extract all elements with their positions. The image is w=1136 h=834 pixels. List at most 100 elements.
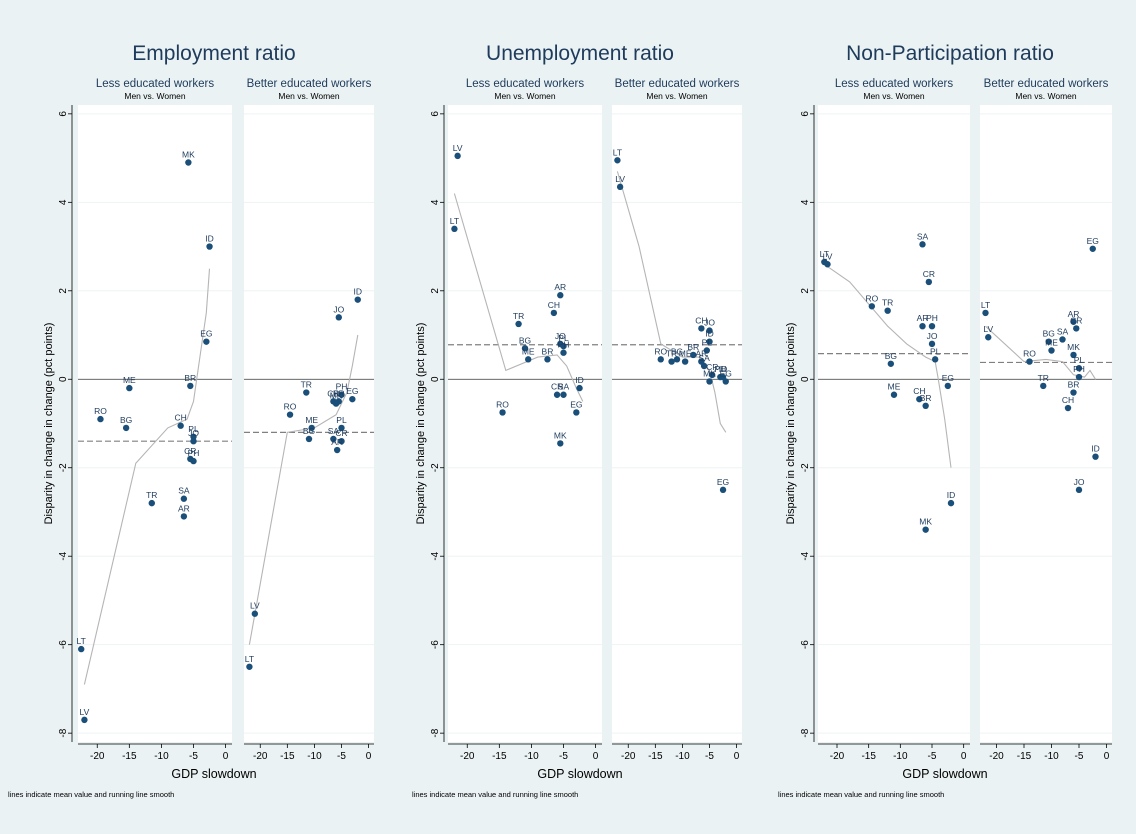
data-point [1048, 347, 1055, 354]
panel-background [244, 105, 374, 742]
data-point-label: AR [554, 282, 566, 292]
data-point [206, 243, 213, 250]
data-point [499, 409, 506, 416]
data-point [690, 351, 697, 359]
data-point [1075, 365, 1083, 372]
x-tick-label: -20 [989, 751, 1004, 762]
data-point-label: SA [1057, 326, 1069, 336]
data-point-label: LT [613, 147, 622, 157]
data-point-label: CR [551, 382, 563, 392]
x-tick-label: -15 [492, 751, 507, 762]
data-point [576, 384, 583, 392]
data-point-label: ME [679, 349, 692, 359]
data-point [544, 356, 551, 363]
data-point-label: ID [705, 329, 714, 339]
data-point [286, 411, 294, 418]
panel-background [78, 105, 232, 742]
x-tick-label: -5 [928, 751, 937, 762]
x-tick-label: -10 [893, 751, 908, 762]
running-line-smooth [83, 268, 211, 685]
data-point-label: EG [942, 373, 954, 383]
data-point-label: SA [178, 486, 190, 496]
panel-background [612, 105, 742, 742]
data-point [928, 340, 936, 348]
data-point-label: LV [250, 601, 260, 611]
data-point [246, 663, 253, 670]
data-point-label: LV [453, 143, 463, 153]
x-tick-label: 0 [593, 751, 599, 762]
x-axis-label: GDP slowdown [171, 767, 256, 781]
data-point-label: EG [570, 399, 582, 409]
panel-subtitle-2: Men vs. Women [124, 91, 186, 101]
chart-note: lines indicate mean value and running li… [412, 790, 578, 799]
data-point [1070, 389, 1077, 396]
data-point [722, 378, 729, 385]
running-line-smooth [616, 171, 727, 433]
panel-subtitle: Less educated workers [466, 78, 585, 90]
data-point [698, 325, 705, 332]
data-point [614, 157, 621, 164]
data-point [251, 610, 259, 617]
data-point [148, 499, 155, 507]
data-point-label: TR [146, 490, 157, 500]
data-point-label: BG [303, 426, 315, 436]
data-point [525, 356, 532, 363]
x-tick-label: 0 [961, 751, 967, 762]
y-tick-label: -8 [800, 728, 811, 737]
y-tick-label: 2 [58, 288, 69, 294]
data-point [1026, 358, 1033, 365]
data-point-label: JO [188, 428, 199, 438]
data-point [308, 424, 315, 432]
data-point-label: BG [1043, 329, 1055, 339]
panel-subtitle-2: Men vs. Women [278, 91, 340, 101]
data-point-label: LV [80, 707, 90, 717]
data-point [187, 382, 194, 390]
x-axis-label: GDP slowdown [537, 767, 622, 781]
data-point-label: JO [555, 331, 566, 341]
data-point-label: CH [175, 413, 187, 423]
data-point-label: ME [522, 346, 535, 356]
y-tick-label: -2 [800, 463, 811, 472]
panel-subtitle: Less educated workers [835, 78, 954, 90]
data-point-label: TR [666, 349, 677, 359]
data-point-label: LT [245, 654, 254, 664]
data-point-label: RO [496, 399, 509, 409]
y-axis-label: Disparity in change in change (pct point… [415, 323, 427, 525]
data-point [944, 382, 952, 390]
y-tick-label: 4 [430, 199, 441, 205]
data-point-label: LV [615, 174, 625, 184]
data-point [454, 152, 461, 160]
data-point-label: LT [450, 216, 459, 226]
x-tick-label: -5 [189, 751, 198, 762]
data-point-label: PL [930, 346, 941, 356]
chart-note: lines indicate mean value and running li… [778, 790, 944, 799]
data-point [333, 446, 341, 454]
y-tick-label: -4 [430, 551, 441, 560]
data-point-label: BG [885, 351, 897, 361]
y-tick-label: -8 [430, 728, 441, 737]
y-tick-label: 6 [800, 111, 811, 117]
data-point [916, 395, 923, 403]
data-point [919, 241, 926, 248]
data-point-label: MK [330, 391, 343, 401]
data-point-label: CR [327, 388, 339, 398]
data-point-label: RO [865, 293, 878, 303]
data-point-label: ID [575, 375, 584, 385]
data-point-label: CH [913, 386, 925, 396]
data-point [703, 347, 710, 354]
data-point [1092, 453, 1099, 460]
x-tick-label: -10 [675, 751, 690, 762]
data-point-label: CR [1070, 315, 1082, 325]
data-point-label: TR [301, 380, 312, 390]
data-point [1040, 382, 1047, 390]
x-tick-label: -5 [705, 751, 714, 762]
data-point [673, 356, 681, 363]
data-point [700, 362, 708, 370]
data-point-label: LT [981, 300, 990, 310]
data-point-label: BG [519, 335, 531, 345]
data-point-label: EG [200, 329, 212, 339]
data-point-label: ME [888, 382, 901, 392]
data-point-label: BR [1068, 380, 1080, 390]
data-point [706, 327, 713, 334]
